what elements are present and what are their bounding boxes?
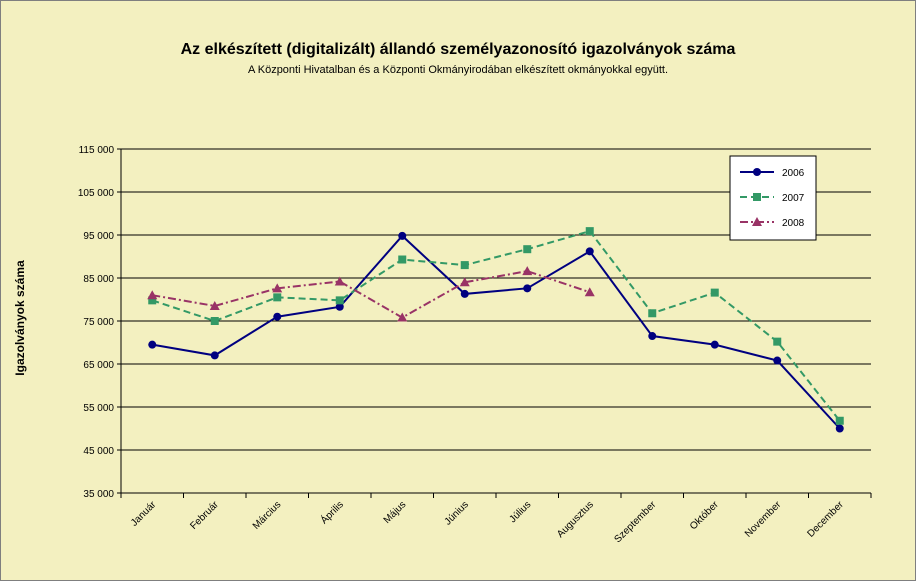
data-point-2006 (273, 312, 282, 321)
data-point-2007 (398, 255, 407, 264)
legend-marker-2006 (753, 168, 761, 176)
legend-label-2008: 2008 (782, 218, 805, 229)
legend-marker-2008 (752, 217, 762, 226)
y-tick-label: 55 000 (83, 403, 114, 414)
data-point-2008 (522, 266, 533, 276)
data-point-2007 (585, 227, 594, 236)
x-tick-label: Május (382, 499, 409, 526)
data-point-2008 (397, 312, 408, 322)
y-tick-label: 95 000 (83, 231, 114, 242)
y-tick-label: 105 000 (78, 188, 115, 199)
series-2008 (147, 266, 595, 322)
data-point-2006 (585, 247, 594, 256)
series-lines (147, 227, 844, 433)
x-tick-label: Szeptember (612, 499, 658, 545)
data-point-2006 (835, 424, 844, 433)
x-tick-label: December (805, 499, 846, 540)
series-line-2006 (152, 234, 841, 430)
data-point-2007 (710, 288, 719, 297)
data-point-2007 (273, 293, 282, 302)
y-tick-label: 75 000 (83, 317, 114, 328)
x-tick-label: Március (251, 499, 284, 532)
y-tick-label: 45 000 (83, 446, 114, 457)
data-point-2007 (523, 245, 532, 254)
data-point-2007 (335, 296, 344, 305)
data-point-2006 (523, 284, 532, 293)
data-point-2006 (210, 351, 219, 360)
series-2007 (148, 227, 844, 425)
data-point-2007 (648, 309, 657, 318)
series-line-2008 (152, 270, 591, 319)
data-point-2008 (334, 276, 345, 286)
y-tick-label: 85 000 (83, 274, 114, 285)
x-tick-label: November (743, 499, 784, 540)
data-point-2006 (648, 332, 657, 341)
y-tick-label: 115 000 (79, 145, 115, 156)
x-tick-label: Január (129, 499, 159, 529)
data-point-2008 (272, 283, 283, 293)
x-tick-label: Október (688, 499, 721, 532)
x-tick-label: Február (188, 499, 221, 532)
data-point-2007 (210, 317, 219, 325)
data-point-2008 (147, 290, 158, 300)
legend-marker-2007 (753, 193, 761, 201)
data-point-2007 (773, 337, 782, 346)
legend-label-2007: 2007 (782, 193, 805, 204)
y-tick-label: 35 000 (83, 489, 114, 500)
x-tick-label: Augusztus (555, 499, 596, 540)
data-point-2008 (459, 277, 470, 287)
data-point-2007 (835, 416, 844, 425)
chart-subtitle: A Központi Hivatalban és a Központi Okmá… (247, 64, 669, 76)
data-point-2006 (710, 340, 719, 349)
series-line-2007 (151, 229, 841, 422)
data-point-2007 (148, 296, 157, 305)
legend-label-2006: 2006 (782, 168, 805, 179)
x-tick-label: Április (317, 498, 345, 526)
data-point-2008 (584, 287, 595, 297)
data-point-2006 (335, 302, 344, 311)
y-tick-label: 65 000 (83, 360, 114, 371)
data-point-2007 (460, 261, 469, 270)
data-point-2006 (773, 356, 782, 365)
legend: 2006 2007 2008 (729, 155, 817, 241)
series-2006 (148, 231, 844, 433)
data-point-2006 (398, 231, 407, 240)
x-tick-label: Július (508, 499, 534, 525)
data-point-2006 (460, 289, 469, 298)
chart-title: Az elkészített (digitalizált) állandó sz… (180, 41, 736, 58)
data-point-2006 (148, 340, 157, 349)
data-point-2008 (209, 300, 220, 310)
x-tick-label: Június (443, 499, 471, 527)
